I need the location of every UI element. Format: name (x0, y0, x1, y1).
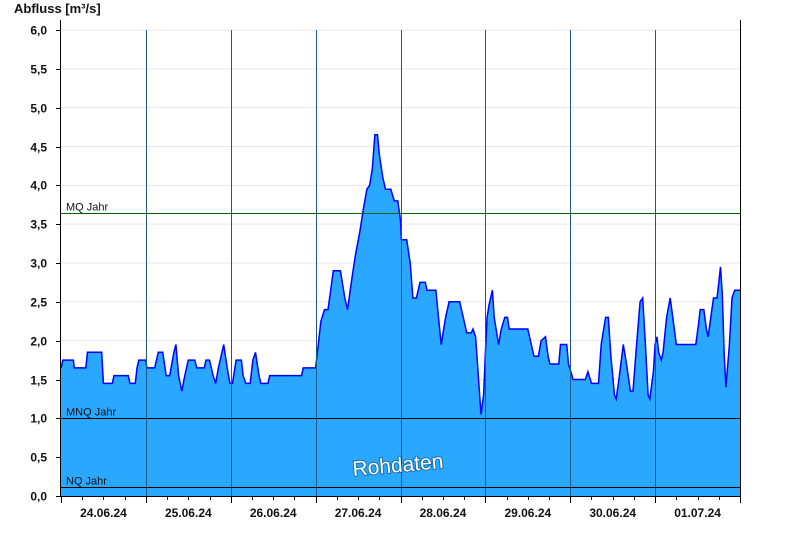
reference-label: NQ Jahr (66, 476, 107, 488)
y-ticks: 0,0 0,5 1,0 1,5 2,0 2,5 3,0 3,5 4,0 4,5 5,0 5,5 6,0 (30, 24, 61, 504)
y-axis-label: Abfluss [m³/s] (14, 1, 101, 16)
axes (60, 20, 741, 497)
y-tick-label: 0,0 (30, 490, 47, 504)
y-tick-label: 3,5 (30, 218, 47, 232)
reference-lines: MQ Jahr MNQ Jahr NQ Jahr (61, 202, 740, 488)
discharge-area (61, 134, 740, 497)
y-tick-label: 1,0 (30, 412, 47, 426)
y-tick-label: 4,5 (30, 141, 47, 155)
discharge-line (60, 134, 741, 415)
y-tick-label: 3,0 (30, 257, 47, 271)
x-tick-label: 30.06.24 (589, 506, 636, 520)
y-tick-label: 1,5 (30, 374, 47, 388)
x-tick-label: 25.06.24 (165, 506, 212, 520)
x-tick-label: 28.06.24 (420, 506, 467, 520)
y-tick-label: 6,0 (30, 24, 47, 38)
x-tick-label: 24.06.24 (80, 506, 127, 520)
y-tick-label: 2,0 (30, 335, 47, 349)
y-tick-label: 5,5 (30, 63, 47, 77)
y-tick-label: 0,5 (30, 451, 47, 465)
reference-label: MNQ Jahr (66, 407, 116, 419)
x-tick-label: 27.06.24 (335, 506, 382, 520)
x-tick-label: 29.06.24 (504, 506, 551, 520)
y-tick-label: 4,0 (30, 179, 47, 193)
x-tick-label: 01.07.24 (674, 506, 721, 520)
y-tick-label: 5,0 (30, 102, 47, 116)
reference-label: MQ Jahr (66, 202, 109, 214)
x-ticks: 24.06.24 25.06.24 26.06.24 27.06.24 28.06.24… (61, 496, 741, 520)
y-tick-label: 2,5 (30, 296, 47, 310)
x-tick-label: 26.06.24 (250, 506, 297, 520)
